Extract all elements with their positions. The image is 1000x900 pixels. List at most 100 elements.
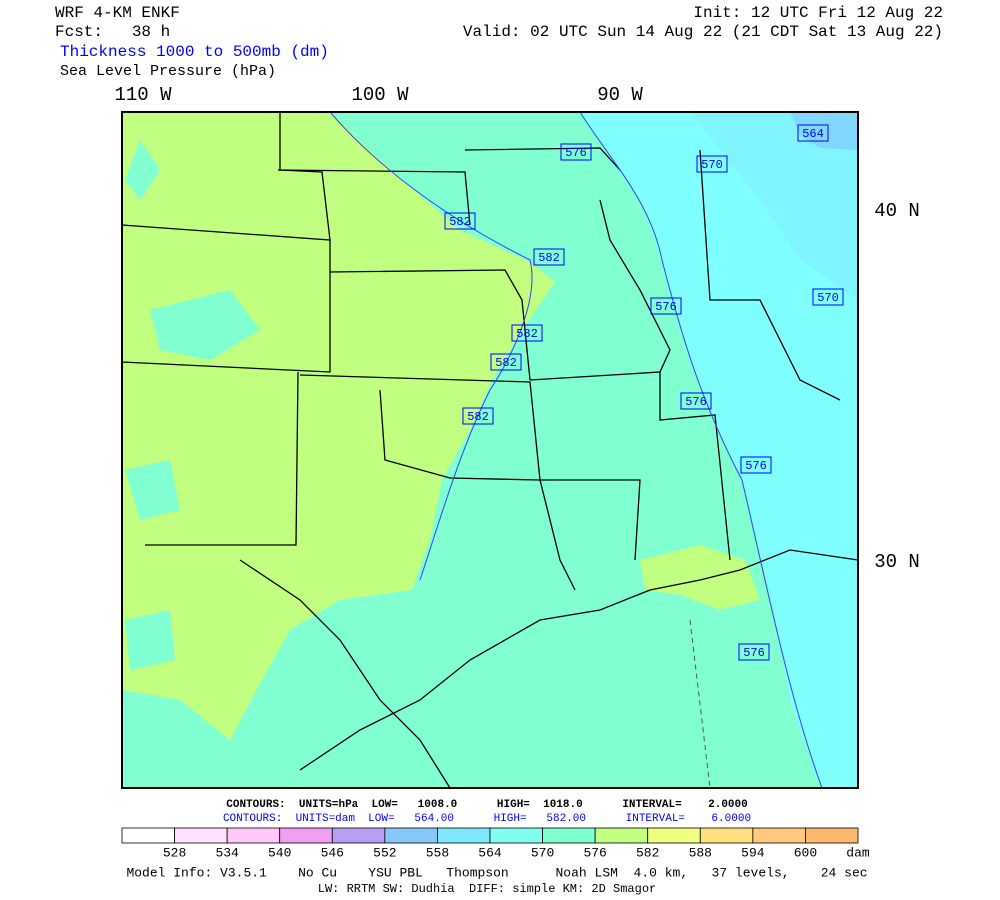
colorbar-unit: dam: [846, 845, 870, 860]
thickness-fill: [640, 545, 760, 610]
thickness-fill: [125, 140, 160, 200]
thickness-fill: [580, 112, 858, 788]
colorbar-swatch: [331, 827, 386, 844]
thickness-fill: [125, 460, 180, 520]
contour-label-box: [462, 407, 494, 425]
contour-label-box: [680, 392, 712, 410]
colorbar-label: 570: [531, 845, 554, 860]
map: [121, 111, 859, 789]
valid-time: Valid: 02 UTC Sun 14 Aug 22 (21 CDT Sat …: [463, 23, 943, 41]
contour-info: CONTOURS: UNITS=dam LOW= 564.00 HIGH= 58…: [223, 813, 751, 825]
contour-label-box: [490, 353, 522, 371]
colorbar-swatch: [805, 827, 859, 844]
colorbar-swatch: [489, 827, 543, 844]
field-title: Thickness 1000 to 500mb (dm): [60, 43, 329, 61]
latitude-label: 40 N: [874, 200, 920, 222]
border: [277, 169, 471, 226]
border: [121, 240, 331, 373]
colorbar-label: 576: [583, 845, 606, 860]
thickness-contour: [579, 111, 823, 789]
contour-label: 582: [538, 251, 560, 265]
contour-label-box: [740, 456, 772, 474]
contour-label-box: [560, 143, 592, 161]
dashed-line: [689, 619, 711, 789]
contour-label: 576: [655, 300, 677, 314]
colorbar-label: 594: [741, 845, 765, 860]
colorbar-label: 540: [268, 845, 291, 860]
colorbar: 528 534 540 546 552 558 564 570 576 582 588 594 600 d…: [121, 827, 870, 860]
colorbar-swatch: [174, 827, 228, 844]
contour-label: 564: [802, 127, 824, 141]
contour-label-box: [650, 297, 682, 315]
contour-label: 576: [743, 646, 765, 660]
colorbar-swatch: [384, 827, 438, 844]
thickness-fill: [122, 112, 555, 740]
contour-label-box: [812, 288, 844, 306]
colorbar-swatch: [752, 827, 806, 844]
contour-label: 576: [745, 459, 767, 473]
contour-label: 582: [495, 356, 517, 370]
colorbar-swatch: [542, 827, 596, 844]
contour-label: 570: [817, 291, 839, 305]
colorbar-swatch: [647, 827, 701, 844]
thickness-fill: [790, 112, 858, 150]
colorbar-label: 546: [321, 845, 344, 860]
latitude-label: 30 N: [874, 551, 920, 573]
colorbar-label: 582: [636, 845, 659, 860]
longitude-label: 90 W: [597, 84, 643, 106]
colorbar-label: 600: [794, 845, 817, 860]
contour-label-box: [797, 124, 829, 142]
thickness-fill: [150, 290, 260, 360]
colorbar-swatch: [121, 827, 175, 844]
contour-label-box: [444, 212, 476, 230]
contour-label: 570: [701, 158, 723, 172]
thickness-contour: [329, 111, 533, 581]
colorbar-label: 564: [478, 845, 502, 860]
colorbar-swatch: [226, 827, 281, 844]
coastline: [299, 549, 859, 771]
contour-label-box: [511, 324, 543, 342]
field-title: Sea Level Pressure (hPa): [60, 63, 276, 80]
init-time: Init: 12 UTC Fri 12 Aug 22: [693, 4, 943, 22]
contour-label-box: [738, 643, 770, 661]
thickness-fill: [125, 610, 175, 670]
border: [699, 149, 841, 401]
border: [464, 147, 621, 171]
contour-label-box: [696, 155, 728, 173]
contour-info: CONTOURS: UNITS=hPa LOW= 1008.0 HIGH= 10…: [226, 799, 748, 811]
colorbar-label: 588: [689, 845, 712, 860]
colorbar-label: 558: [426, 845, 449, 860]
model-info: Model Info: V3.5.1 No Cu YSU PBL Thompso…: [126, 865, 867, 880]
contour-labels: 576 570 564 582 582 576 570 582 582 576 582 576 576: [444, 124, 844, 661]
border: [540, 479, 641, 561]
colorbar-swatch: [699, 827, 754, 844]
border: [329, 269, 531, 381]
contour-label: 576: [685, 395, 707, 409]
border: [239, 559, 451, 789]
colorbar-label: 528: [163, 845, 186, 860]
map-frame: [121, 111, 859, 789]
contour-label-box: [533, 248, 565, 266]
border: [121, 112, 331, 241]
model-info: LW: RRTM SW: Dudhia DIFF: simple KM: 2D …: [318, 882, 656, 896]
contour-label: 582: [467, 410, 489, 424]
thickness-fill: [690, 112, 858, 300]
colorbar-label: 534: [215, 845, 239, 860]
contour-label: 582: [449, 215, 471, 229]
forecast-hour: Fcst: 38 h: [55, 23, 170, 41]
model-name: WRF 4-KM ENKF: [55, 4, 180, 22]
longitude-label: 110 W: [114, 84, 172, 106]
border: [529, 371, 731, 561]
state-borders: [121, 112, 859, 789]
colorbar-label: 552: [373, 845, 396, 860]
colorbar-swatch: [437, 827, 491, 844]
border: [299, 374, 541, 481]
border: [145, 371, 299, 546]
colorbar-swatch: [279, 827, 333, 844]
contour-label: 582: [516, 327, 538, 341]
contour-label: 576: [565, 146, 587, 160]
border: [379, 389, 576, 591]
border: [599, 199, 671, 373]
longitude-label: 100 W: [351, 84, 409, 106]
